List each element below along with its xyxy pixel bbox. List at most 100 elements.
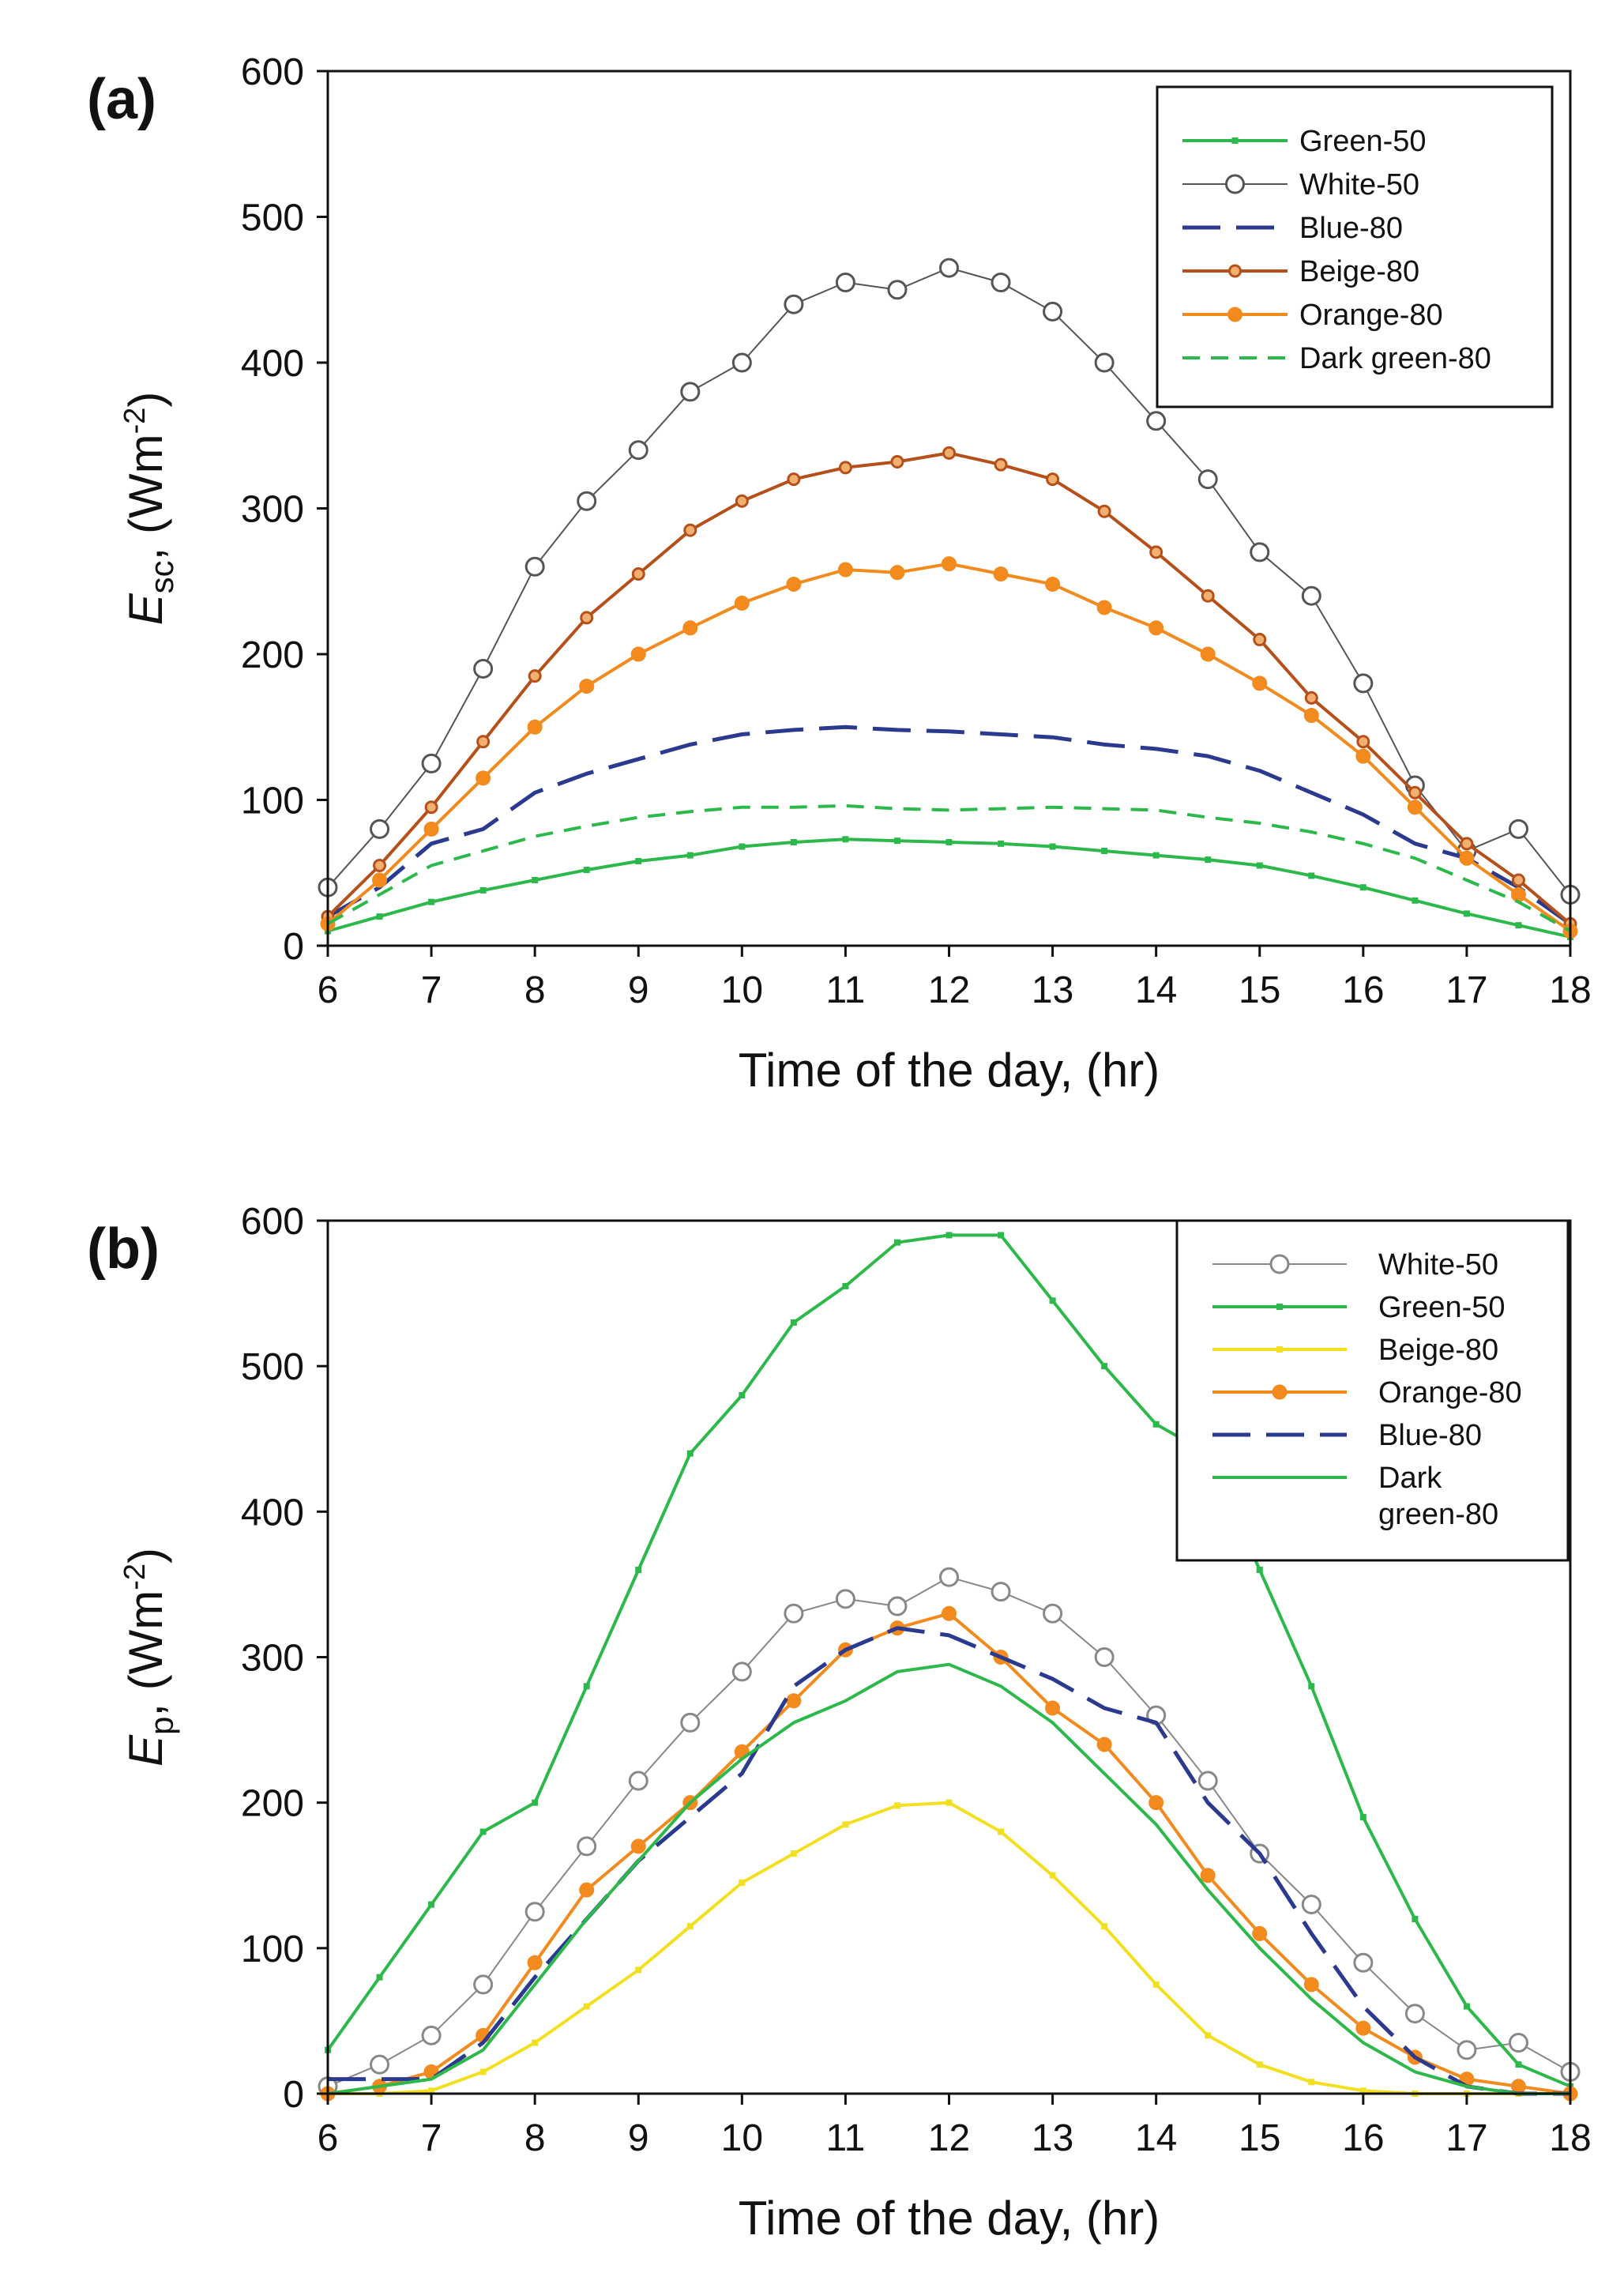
y-tick-label: 500 [241,198,304,239]
series-b-beige-80 [325,1799,1573,2097]
x-tick-label: 14 [1135,969,1177,1011]
legend-item: Blue-80 [1212,1419,1482,1452]
data-point [1045,576,1061,592]
data-point [577,491,597,511]
data-point [683,523,697,537]
data-point [1407,800,1423,815]
panel-a-chart: (a) 6 7 8 9 10 11 12 13 14 15 16 17 18 0 100 200 300 400 50… [87,51,1592,1097]
data-point [739,843,746,850]
data-point [994,457,1008,472]
data-point [580,611,594,625]
data-point [1256,862,1263,869]
data-point [1301,585,1321,606]
legend-swatch-marker [1227,307,1242,322]
series-b-orange-80 [320,1605,1578,2102]
x-tick-label: 16 [1342,2117,1384,2159]
series-line [326,724,1572,926]
legend-swatch-marker [1276,1346,1283,1353]
data-point [1508,2033,1528,2053]
data-point [372,872,388,888]
data-point [835,273,855,293]
data-point [421,753,442,773]
data-point [630,646,646,662]
x-tick-label: 15 [1239,2117,1280,2159]
data-point [739,1392,746,1398]
data-point [786,1693,802,1709]
data-point [686,852,694,859]
legend-item: Beige-80 [1182,255,1419,288]
legend-swatch-marker [1228,264,1242,278]
data-point [945,1799,953,1806]
data-point [479,886,487,894]
legend-item: Green-50 [1182,125,1427,158]
x-tick-label: 12 [928,969,970,1011]
y-tick-label: 100 [241,1929,304,1970]
data-point [524,556,545,577]
data-point [528,669,542,683]
data-point [1148,620,1164,636]
data-point [682,620,698,636]
data-point [370,818,390,839]
data-point [991,273,1011,293]
data-point [842,1821,849,1828]
data-point [784,294,804,314]
data-point [1463,2003,1470,2010]
series-a-blue-80 [326,724,1572,926]
y-axis-title-b: Ep, (Wm-2) [118,1548,180,1767]
data-point [1303,1977,1319,1993]
data-point [370,2054,390,2075]
data-point [635,857,642,864]
series-line [327,803,1571,933]
data-point [1101,848,1108,855]
data-point [579,679,595,694]
legend-swatch-marker [1231,137,1239,144]
legend-label: Green-50 [1299,125,1427,158]
data-point [428,898,435,905]
data-point [1094,352,1115,373]
x-tick-label: 6 [318,2117,339,2159]
legend-label: Orange-80 [1378,1376,1522,1409]
data-point [1049,843,1056,850]
x-axis-title-a: Time of the day, (hr) [739,1044,1160,1097]
data-point [473,1974,494,1995]
x-tick-label: 7 [421,2117,442,2159]
series-line [328,1626,1570,2096]
x-tick-label: 11 [826,2117,866,2159]
x-tick-label: 16 [1342,969,1384,1011]
data-point [1353,673,1374,694]
data-point [1201,589,1215,603]
legend-label: Blue-80 [1378,1419,1482,1452]
data-point [1252,1925,1268,1941]
series-line [326,451,1572,925]
data-point [1511,873,1525,887]
data-point [1353,1952,1374,1973]
data-point [838,461,852,475]
legend-label: Beige-80 [1299,255,1419,288]
data-point [1094,1647,1115,1667]
data-point [842,1282,849,1289]
data-point [1256,2061,1263,2068]
series-a-beige-80 [321,446,1577,931]
data-point [1355,2020,1371,2036]
data-point [423,821,439,837]
data-point [635,1567,642,1573]
x-tick-label: 6 [318,969,339,1011]
legend-label: Green-50 [1378,1291,1506,1324]
legend-swatch-marker [1276,1304,1283,1310]
series-line [326,562,1572,933]
x-tick-label: 11 [826,969,866,1011]
data-point [628,440,648,461]
x-tick-label: 8 [524,969,546,1011]
y-tick-label: 200 [241,634,304,676]
data-point [373,859,387,873]
y-tick-label: 500 [241,1346,304,1388]
data-point [1097,504,1111,518]
data-point [1101,1363,1108,1370]
data-point [731,1661,752,1682]
data-point [428,1901,435,1908]
data-point [1256,1567,1263,1573]
legend-swatch-marker [1225,174,1245,194]
data-point [1253,633,1267,647]
y-tick-label: 100 [241,781,304,822]
data-point [376,1974,383,1981]
